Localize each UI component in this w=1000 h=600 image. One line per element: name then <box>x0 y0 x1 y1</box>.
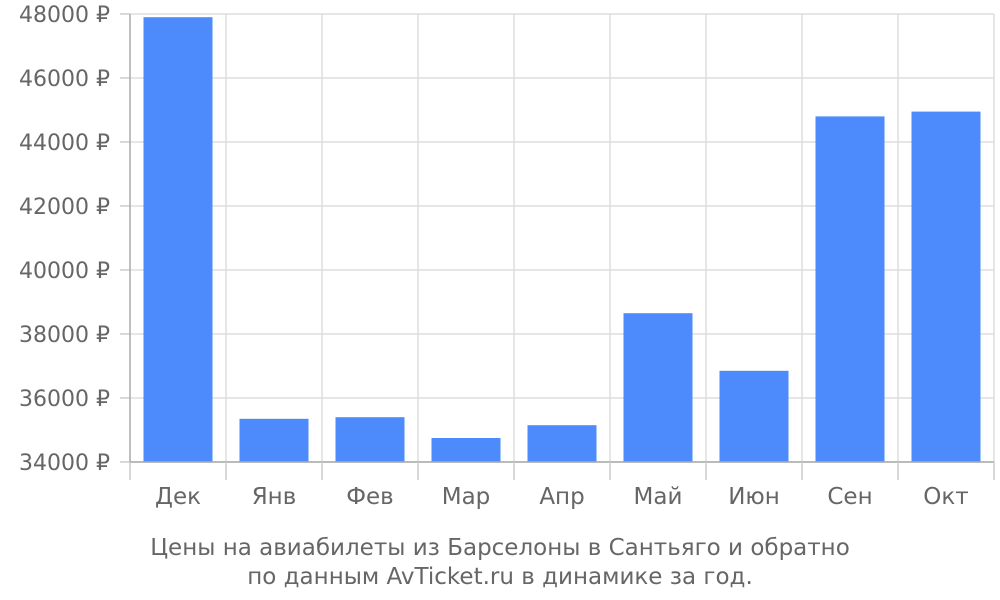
x-tick-labels: Дек Янв Фев Мар Апр Май Июн Сен Окт <box>155 484 969 510</box>
x-tick-label: Июн <box>728 484 780 510</box>
y-tick-label: 34000 ₽ <box>19 451 110 476</box>
chart-caption-line-1: Цены на авиабилеты из Барселоны в Сантья… <box>150 535 850 561</box>
bar <box>911 111 981 462</box>
grid <box>130 13 995 463</box>
bar <box>719 370 789 462</box>
y-tick-label: 40000 ₽ <box>19 259 110 284</box>
x-tick-label: Сен <box>827 484 872 510</box>
x-tick-label: Окт <box>923 484 968 510</box>
bar <box>527 425 597 462</box>
x-tick-label: Янв <box>252 484 297 510</box>
y-tick-label: 42000 ₽ <box>19 195 110 220</box>
y-tick-label: 36000 ₽ <box>19 387 110 412</box>
chart-caption-line-2: по данным AvTicket.ru в динамике за год. <box>247 564 753 590</box>
y-tick-label: 38000 ₽ <box>19 323 110 348</box>
bar-chart: 34000 ₽ 36000 ₽ 38000 ₽ 40000 ₽ 42000 ₽ 44000… <box>19 3 995 510</box>
y-tick-label: 48000 ₽ <box>19 3 110 28</box>
x-tick-label: Май <box>634 484 683 510</box>
bar <box>335 417 405 462</box>
x-tick-label: Фев <box>346 484 394 510</box>
y-tick-labels: 34000 ₽ 36000 ₽ 38000 ₽ 40000 ₽ 42000 ₽ 44000… <box>19 3 110 476</box>
y-tick-label: 44000 ₽ <box>19 131 110 156</box>
bar <box>815 116 885 463</box>
bar <box>623 313 693 462</box>
x-tick-label: Апр <box>539 484 584 510</box>
x-tick-label: Мар <box>442 484 491 510</box>
bar <box>239 418 309 462</box>
bar <box>143 17 213 462</box>
x-tick-label: Дек <box>155 484 201 510</box>
y-tick-label: 46000 ₽ <box>19 67 110 92</box>
axes <box>120 13 995 480</box>
bars <box>143 17 981 463</box>
bar <box>431 438 501 462</box>
